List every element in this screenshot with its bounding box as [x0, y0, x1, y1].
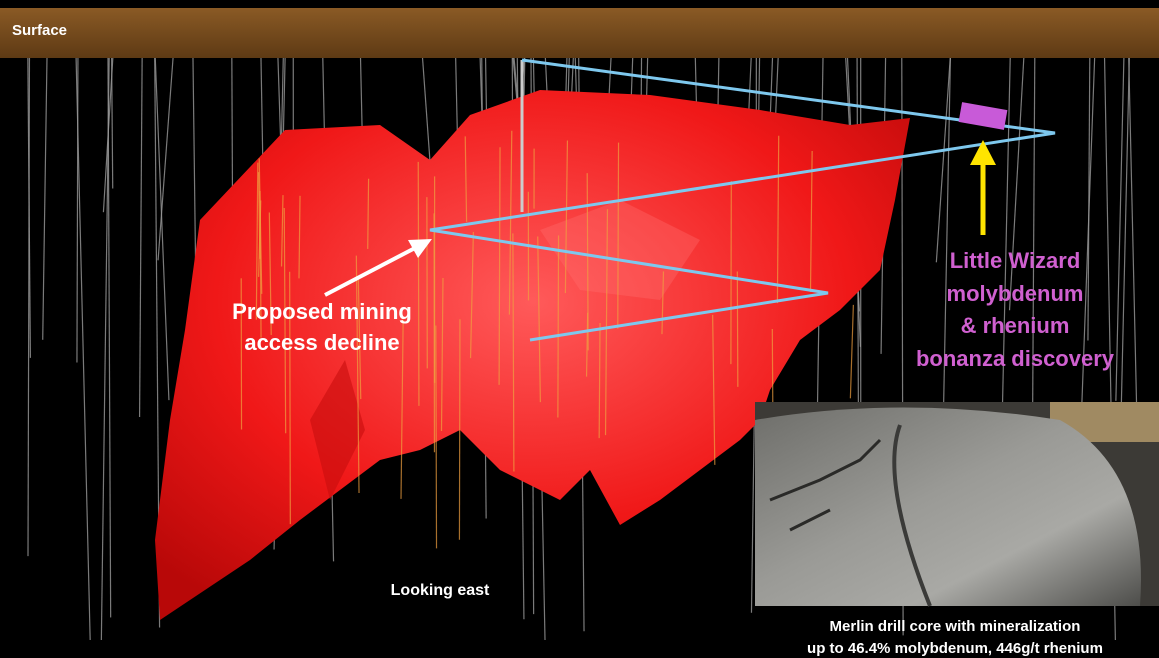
drill-trace [849, 304, 854, 399]
drill-hole [100, 57, 110, 641]
drill-trace [400, 319, 404, 499]
drill-trace [498, 147, 501, 385]
view-label: Looking east [391, 582, 490, 599]
photo-caption: up to 46.4% molybdenum, 446g/t rhenium [807, 640, 1103, 657]
drill-trace [268, 212, 272, 335]
discovery-label: Little Wizard [950, 248, 1081, 273]
drill-core [755, 407, 1141, 606]
drill-hole [1008, 57, 1025, 311]
drill-hole [157, 57, 174, 261]
drill-trace [809, 150, 813, 292]
drill-hole [1080, 57, 1096, 436]
arrow-head [408, 239, 432, 258]
drill-trace [512, 233, 515, 472]
drill-trace [617, 142, 620, 329]
drill-trace [298, 195, 301, 279]
drill-trace [661, 271, 665, 335]
drill-trace [458, 319, 461, 540]
drill-trace [557, 235, 560, 418]
core-photo [755, 402, 1159, 607]
discovery-marker [958, 102, 1008, 130]
core-veins [769, 438, 882, 532]
drill-hole [76, 57, 79, 363]
decline-label: access decline [244, 330, 399, 355]
ore-shade [310, 360, 365, 500]
arrow-shaft [324, 246, 416, 297]
photo-caption: Merlin drill core with mineralization [830, 618, 1081, 635]
drill-trace [283, 208, 287, 434]
drill-hole [1001, 57, 1011, 414]
drill-trace [736, 271, 739, 387]
drill-trace [776, 135, 780, 304]
ore-shade [540, 200, 700, 300]
drill-trace [604, 209, 609, 436]
drill-trace [435, 325, 438, 549]
drill-trace [255, 162, 259, 320]
decline [429, 58, 1056, 342]
drill-trace [357, 277, 362, 400]
drill-trace [355, 255, 360, 493]
drill-hole [102, 57, 114, 213]
drill-hole [27, 57, 31, 557]
drill-hole [154, 57, 170, 401]
ore-body [155, 90, 910, 620]
drill-trace [537, 236, 541, 403]
drill-hole [138, 57, 143, 418]
drill-trace [598, 322, 601, 439]
drill-hole [42, 57, 48, 340]
drill-hole [1115, 57, 1125, 401]
drill-trace [712, 314, 716, 465]
drill-trace [469, 231, 474, 359]
arrow-head [970, 140, 996, 165]
drill-trace [508, 130, 513, 315]
discovery-label: bonanza discovery [916, 346, 1115, 371]
drill-trace [258, 200, 262, 277]
drill-trace [585, 312, 589, 377]
drill-trace [280, 195, 284, 267]
drill-trace [289, 271, 291, 525]
white-arrow [324, 239, 432, 297]
discovery-label: & rhenium [961, 313, 1070, 338]
yellow-arrow [970, 140, 996, 235]
core-fracture [892, 424, 932, 607]
drill-trace [564, 140, 569, 294]
surface-band [0, 8, 1159, 58]
decline-label: Proposed mining [232, 299, 412, 324]
drill-trace [367, 178, 370, 249]
drill-trace [417, 161, 420, 406]
drill-hole [1031, 57, 1036, 443]
drill-hole [935, 57, 951, 263]
drill-trace [464, 136, 468, 222]
discovery-label: molybdenum [947, 281, 1084, 306]
drill-trace [440, 277, 444, 431]
drill-hole [75, 57, 91, 641]
surface-label: Surface [12, 22, 67, 39]
decline-path [429, 58, 1056, 342]
